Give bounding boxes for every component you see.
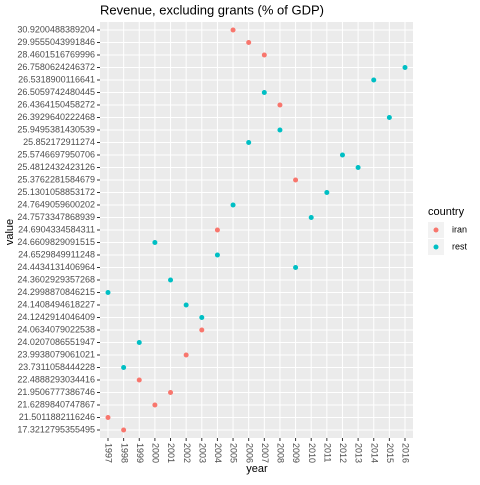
point [183, 302, 189, 308]
x-tick-label: 2001 [166, 443, 176, 463]
y-tick-label: 24.1408494618227 [17, 299, 95, 309]
point [136, 340, 142, 345]
point [386, 115, 392, 120]
y-tick-label: 24.3602929357268 [17, 274, 95, 284]
y-tick-label: 26.5318900116641 [18, 74, 95, 84]
y-tick-label: 24.6529849911248 [18, 249, 95, 259]
y-tick-label: 22.4888293034416 [17, 374, 95, 384]
point [261, 90, 267, 95]
point [152, 240, 158, 245]
x-tick-label: 2003 [197, 443, 207, 463]
y-tick-label: 25.4812432423126 [17, 162, 95, 172]
point [308, 215, 314, 220]
point [105, 415, 111, 420]
y-tick-label: 17.3212795355495 [17, 424, 95, 434]
point [339, 152, 345, 158]
y-tick-label: 26.7580624246372 [17, 62, 95, 72]
x-tick-label: 2016 [401, 443, 411, 463]
y-tick-label: 21.6289840747867 [17, 399, 95, 409]
y-tick-label: 25.1301058853172 [17, 187, 95, 197]
y-tick-label: 21.9506777386746 [17, 387, 95, 397]
legend-marker [433, 227, 439, 233]
point [277, 127, 283, 133]
y-tick-label: 24.1242914046409 [17, 312, 95, 322]
point [230, 27, 236, 33]
y-tick-label: 26.3929640222468 [17, 112, 95, 122]
y-tick-label: 26.4364150458272 [17, 99, 95, 109]
x-tick-label: 2014 [369, 443, 379, 463]
y-tick-label: 23.7311058444228 [18, 362, 95, 372]
y-tick-label: 21.5011882116246 [19, 412, 95, 422]
point [105, 290, 111, 295]
x-tick-label: 2005 [229, 443, 239, 463]
x-tick-label: 1999 [135, 443, 145, 463]
point [261, 52, 267, 58]
x-tick-label: 2011 [322, 443, 332, 462]
point [199, 315, 205, 320]
y-tick-label: 24.2998870846215 [17, 287, 95, 297]
x-tick-label: 1998 [119, 443, 129, 463]
y-tick-label: 26.5059742480445 [17, 87, 95, 97]
point [324, 190, 330, 195]
x-tick-label: 2006 [244, 443, 254, 463]
point [152, 402, 158, 408]
y-tick-label: 24.6609829091515 [17, 237, 95, 247]
x-tick-label: 2015 [385, 443, 395, 463]
point [293, 177, 299, 183]
point [402, 65, 408, 70]
point [277, 102, 283, 108]
x-tick-label: 2013 [354, 443, 364, 463]
point [293, 265, 299, 270]
x-tick-label: 2004 [213, 443, 223, 463]
y-tick-label: 30.9200488389204 [17, 24, 95, 34]
y-tick-label: 24.7573347868939 [17, 212, 95, 222]
point [246, 140, 252, 145]
legend-label: rest [452, 241, 468, 251]
y-tick-label: 24.4434131406964 [17, 262, 95, 272]
legend-title: country [428, 206, 465, 218]
legend-marker [433, 244, 439, 250]
x-tick-label: 2009 [291, 443, 301, 463]
point [121, 427, 127, 433]
point [121, 365, 127, 370]
legend-label: iran [452, 224, 467, 234]
y-tick-label: 28.4601516769996 [17, 49, 95, 59]
y-tick-label: 24.0207086551947 [17, 337, 95, 347]
x-tick-label: 2007 [260, 443, 270, 463]
point [246, 40, 252, 45]
y-tick-label: 24.0634079022538 [17, 324, 95, 334]
x-tick-label: 2000 [151, 443, 161, 463]
y-tick-label: 25.5746697950706 [17, 149, 95, 159]
x-tick-label: 2012 [338, 443, 348, 463]
point [199, 327, 205, 333]
point [183, 352, 189, 358]
y-tick-label: 24.6904334584311 [18, 224, 95, 234]
point [230, 202, 236, 208]
point [168, 277, 174, 283]
x-axis-title: year [246, 463, 268, 475]
chart-title: Revenue, excluding grants (% of GDP) [100, 2, 324, 17]
point [136, 377, 142, 383]
y-tick-label: 29.9555043991846 [17, 37, 95, 47]
y-tick-label: 25.3762281584679 [17, 174, 95, 184]
point [355, 165, 361, 170]
y-tick-label: 23.9938079061021 [17, 349, 95, 359]
y-tick-label: 25.852172911274 [23, 137, 95, 147]
point [168, 390, 174, 395]
point [371, 77, 377, 83]
x-tick-label: 2002 [182, 443, 192, 463]
y-tick-label: 24.7649059600202 [17, 199, 95, 209]
x-tick-label: 2008 [276, 443, 286, 463]
y-axis-title: value [4, 219, 16, 245]
x-tick-label: 2010 [307, 443, 317, 463]
x-tick-label: 1997 [104, 443, 114, 463]
point [214, 227, 220, 233]
y-tick-label: 25.9495381430539 [17, 124, 95, 134]
point [214, 252, 220, 258]
